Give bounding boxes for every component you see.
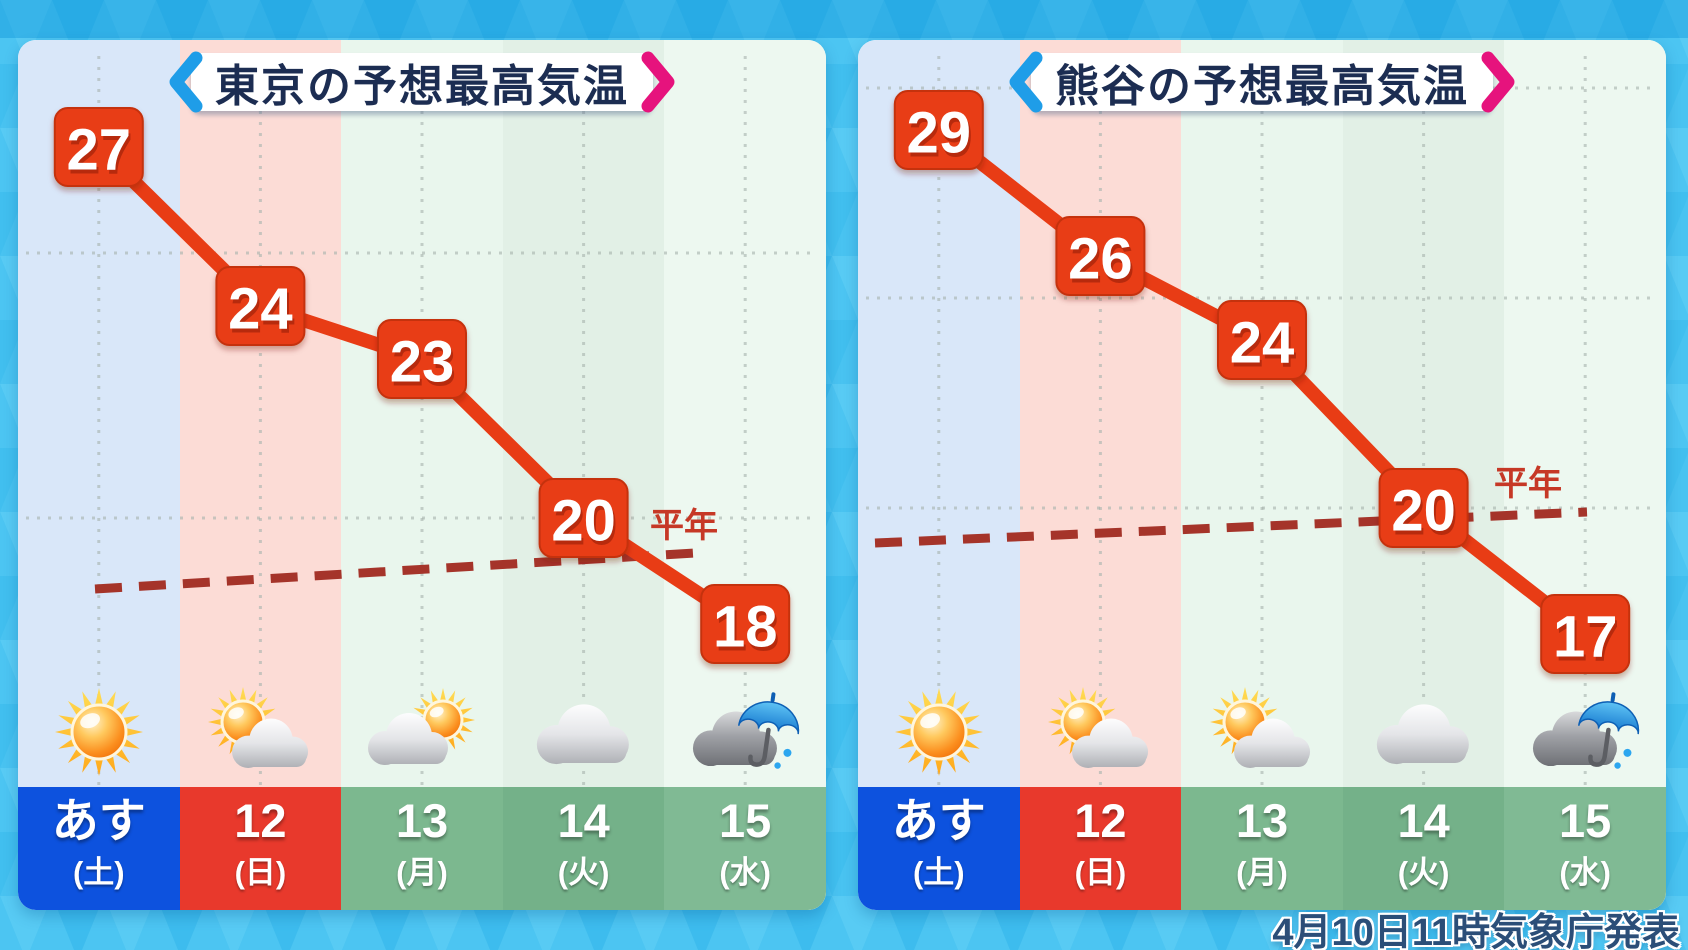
- normal-average-dashed-line: [94, 548, 696, 594]
- day-label: 13: [395, 794, 449, 847]
- day-cell: 15 (水): [664, 787, 826, 910]
- day-cell: 14 (火): [1342, 787, 1505, 910]
- day-label-band: あす (土) 12 (日) 13 (月) 14 (火) 15 (水): [18, 787, 826, 910]
- day-label: あす: [51, 794, 146, 847]
- normal-average-label: 平年: [1494, 465, 1562, 503]
- temp-value: 20: [551, 489, 616, 554]
- temp-value-shadow: 24: [230, 281, 295, 346]
- temp-label-box: [538, 478, 629, 558]
- temp-label-box: [215, 266, 306, 346]
- kumagaya-forecast-panel: 平年 29 29 26 26 24 24 20 20 17 17 あす (土) 12 (日) 13 (月) 14…: [858, 40, 1666, 910]
- temp-value-shadow: 18: [715, 599, 780, 664]
- weather-icon-sunny-cloudy: [205, 686, 315, 778]
- weekday-label: (土): [72, 855, 125, 890]
- temp-value-shadow: 23: [392, 334, 457, 399]
- temperature-forecast-line: [931, 123, 1593, 641]
- weekday-label: (土): [912, 855, 965, 890]
- weekday-label: (水): [719, 855, 771, 890]
- banner-right-bracket-icon: [641, 51, 675, 113]
- day-label: 14: [1397, 794, 1450, 847]
- temp-value: 26: [1068, 227, 1133, 292]
- day-cell: 15 (水): [1504, 787, 1666, 910]
- weather-icon-sunny: [44, 686, 154, 778]
- weather-icon-cloudy: [529, 686, 639, 778]
- weekday-label: (火): [557, 855, 610, 890]
- weather-icon-sunny-cloudy: [1045, 686, 1155, 778]
- day-label: 15: [1559, 794, 1612, 847]
- weather-icon-sunny-cloudy: [1207, 686, 1317, 778]
- day-label: 12: [234, 794, 287, 847]
- normal-average-label: 平年: [650, 507, 718, 545]
- temp-value: 18: [713, 595, 778, 660]
- temp-label-box: [53, 107, 144, 187]
- weekday-label: (月): [396, 855, 448, 890]
- day-cell: 13 (月): [341, 787, 503, 910]
- day-cell: あす (土): [858, 787, 1020, 910]
- temp-label-box: [377, 319, 467, 399]
- weekday-label: (月): [1236, 855, 1288, 890]
- banner-left-bracket-icon: [169, 51, 203, 113]
- weekday-label: (火): [1397, 855, 1450, 890]
- weather-icon-cloudy-sunny: [367, 686, 477, 778]
- temp-value-shadow: 29: [909, 105, 974, 170]
- temp-value-shadow: 27: [69, 122, 134, 187]
- temp-value: 24: [228, 277, 293, 342]
- temp-label-box: [1217, 300, 1307, 380]
- panel-title-banner: 東京の予想最高気温: [169, 51, 675, 113]
- temp-label-box: [1055, 216, 1146, 296]
- weekday-label: (水): [1559, 855, 1611, 890]
- temp-value: 20: [1391, 479, 1456, 544]
- banner-left-bracket-icon: [1009, 51, 1043, 113]
- weekday-label: (日): [1074, 855, 1127, 890]
- panel-title: 東京の予想最高気温: [215, 62, 629, 111]
- day-cell: あす (土): [18, 787, 180, 910]
- day-label: 14: [557, 794, 610, 847]
- tokyo-forecast-panel: 平年 27 27 24 24 23 23 20 20 18 18 あす (土) 12 (日) 13 (月) 14…: [18, 40, 826, 910]
- temp-value: 24: [1230, 311, 1295, 376]
- weather-icon-sunny: [884, 686, 994, 778]
- day-label: 15: [719, 794, 772, 847]
- day-cell: 13 (月): [1181, 787, 1343, 910]
- temp-label-box: [893, 90, 984, 170]
- temp-value-shadow: 26: [1070, 231, 1135, 296]
- temp-label-box: [1540, 594, 1631, 674]
- temp-value-shadow: 20: [1393, 483, 1458, 548]
- temp-label-box: [700, 584, 791, 664]
- temp-value-shadow: 17: [1555, 609, 1620, 674]
- temp-value: 29: [907, 101, 972, 166]
- normal-average-dashed-line: [874, 507, 1588, 548]
- day-label: 12: [1074, 794, 1127, 847]
- temp-value-shadow: 24: [1232, 315, 1297, 380]
- temp-value: 23: [390, 330, 455, 395]
- day-label-band: あす (土) 12 (日) 13 (月) 14 (火) 15 (水): [858, 787, 1666, 910]
- day-cell: 12 (日): [179, 787, 342, 910]
- issued-caption: 4月10日11時気象庁発表: [1272, 912, 1680, 950]
- panel-title: 熊谷の予想最高気温: [1055, 62, 1469, 111]
- temp-value-shadow: 20: [553, 493, 618, 558]
- weekday-label: (日): [234, 855, 287, 890]
- banner-right-bracket-icon: [1481, 51, 1515, 113]
- temp-label-box: [1378, 468, 1469, 548]
- weather-icon-cloudy: [1369, 686, 1479, 778]
- day-label: 13: [1235, 794, 1289, 847]
- day-cell: 14 (火): [502, 787, 665, 910]
- temp-value: 17: [1553, 605, 1618, 670]
- day-label: あす: [891, 794, 986, 847]
- weather-icon-rain-umbrella: [690, 686, 800, 778]
- weather-icon-rain-umbrella: [1530, 686, 1640, 778]
- temp-value: 27: [67, 118, 132, 183]
- day-cell: 12 (日): [1019, 787, 1182, 910]
- panel-title-banner: 熊谷の予想最高気温: [1009, 51, 1515, 113]
